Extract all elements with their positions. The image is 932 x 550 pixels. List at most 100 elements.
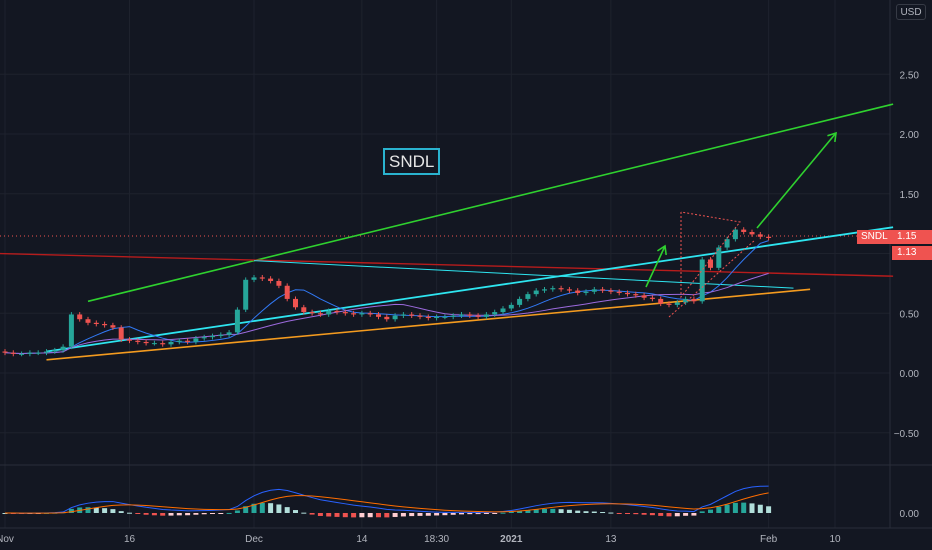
prev-price-tag: 1.13 xyxy=(892,246,932,260)
candle-body xyxy=(666,303,672,305)
candle-body xyxy=(500,308,506,313)
candle-body xyxy=(766,236,772,238)
macd-histogram-bar xyxy=(218,513,224,514)
macd-histogram-bar xyxy=(351,513,357,518)
triangle-pattern-lower xyxy=(668,239,756,318)
macd-histogram-bar xyxy=(749,503,755,513)
candle-body xyxy=(135,340,141,342)
macd-histogram-bar xyxy=(259,502,265,513)
macd-histogram-bar xyxy=(649,513,655,516)
green-channel-trendline[interactable] xyxy=(87,103,894,303)
candle-body xyxy=(276,280,282,286)
macd-histogram-bar xyxy=(459,513,464,515)
macd-histogram-bar xyxy=(110,509,116,513)
cyan-trendline[interactable] xyxy=(46,226,894,353)
macd-histogram-bar xyxy=(210,513,215,514)
candle-body xyxy=(10,352,16,354)
macd-histogram-bar xyxy=(234,510,240,513)
macd-histogram-bar xyxy=(151,513,157,516)
candle-body xyxy=(566,289,572,291)
macd-histogram-bar xyxy=(160,513,166,516)
x-tick-label: Feb xyxy=(760,534,778,545)
candle-body xyxy=(417,315,423,317)
macd-histogram-bar xyxy=(326,513,332,517)
macd-histogram-bar xyxy=(757,504,763,513)
orange-support-trendline[interactable] xyxy=(46,288,811,361)
macd-histogram-bar xyxy=(533,509,539,513)
y-tick-label: 2.00 xyxy=(900,130,920,141)
candle-body xyxy=(467,314,473,316)
candle-body xyxy=(168,341,174,345)
macd-histogram-bar xyxy=(102,508,108,513)
candle-body xyxy=(616,291,622,293)
macd-histogram-bar xyxy=(732,502,738,513)
y-tick-label: 1.50 xyxy=(900,190,920,201)
macd-histogram-bar xyxy=(508,511,514,513)
currency-toggle[interactable]: USD xyxy=(896,4,926,20)
red-resistance-trendline[interactable] xyxy=(0,252,894,277)
candle-body xyxy=(367,313,373,315)
x-tick-label: 13 xyxy=(605,534,617,545)
candle-body xyxy=(151,343,157,345)
macd-histogram-bar xyxy=(724,504,730,513)
candle-body xyxy=(517,298,523,305)
candle-body xyxy=(60,346,66,351)
macd-histogram-bar xyxy=(500,512,506,514)
macd-histogram-bar xyxy=(475,513,481,515)
macd-histogram-bar xyxy=(384,513,390,518)
macd-histogram-bar xyxy=(400,513,406,517)
macd-histogram-bar xyxy=(243,506,249,513)
candle-body xyxy=(176,340,182,342)
x-tick-label: 18:30 xyxy=(424,534,449,545)
macd-histogram-bar xyxy=(276,504,282,513)
candle-body xyxy=(193,338,199,342)
candle-body xyxy=(608,290,614,292)
candle-body xyxy=(226,332,232,335)
candle-body xyxy=(409,314,415,316)
macd-histogram-bar xyxy=(683,513,689,516)
macd-histogram-bar xyxy=(616,513,622,514)
macd-histogram-bar xyxy=(143,513,149,515)
candle-body xyxy=(434,316,440,319)
candle-body xyxy=(251,277,257,280)
candle-body xyxy=(442,316,448,318)
macd-histogram-bar xyxy=(525,510,531,513)
macd-histogram-bar xyxy=(542,508,547,513)
macd-histogram-bar xyxy=(633,513,639,515)
x-tick-label: Dec xyxy=(245,534,263,545)
candle-body xyxy=(483,314,489,317)
macd-histogram-bar xyxy=(674,513,680,517)
candle-body xyxy=(27,352,33,354)
candle-body xyxy=(52,350,58,352)
macd-histogram-bar xyxy=(483,513,489,514)
candle-body xyxy=(425,316,431,319)
sndl-text-annotation[interactable]: SNDL xyxy=(383,148,441,175)
macd-histogram-bar xyxy=(93,507,99,513)
candle-body xyxy=(68,314,74,347)
candle-body xyxy=(334,310,340,313)
candle-body xyxy=(284,285,290,299)
macd-histogram-bar xyxy=(284,507,290,513)
candle-body xyxy=(633,294,639,296)
candle-body xyxy=(583,291,589,293)
macd-histogram-bar xyxy=(434,513,440,516)
candle-body xyxy=(708,259,713,268)
candle-body xyxy=(600,289,606,291)
candle-body xyxy=(102,324,108,326)
macd-histogram-bar xyxy=(367,513,373,518)
green-up-arrow-large[interactable] xyxy=(756,132,837,229)
candle-body xyxy=(118,327,124,340)
candle-body xyxy=(326,310,332,315)
triangle-pattern[interactable] xyxy=(680,211,741,299)
macd-histogram-bar xyxy=(68,508,74,513)
candle-body xyxy=(525,294,531,299)
green-up-arrow-small[interactable] xyxy=(645,245,666,288)
candle-body xyxy=(492,312,498,315)
x-tick-label: 10 xyxy=(829,534,841,545)
candle-body xyxy=(400,314,406,316)
candle-body xyxy=(741,229,747,232)
macd-histogram-bar xyxy=(334,513,340,517)
macd-histogram-bar xyxy=(641,513,647,515)
